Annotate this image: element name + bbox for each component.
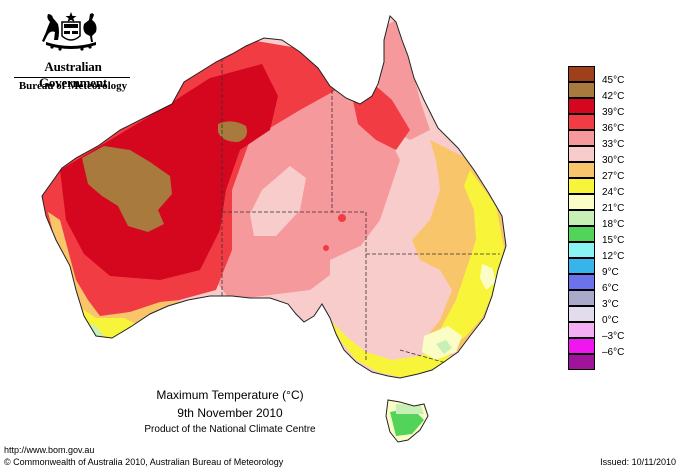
footer-copyright: © Commonwealth of Australia 2010, Austra… bbox=[4, 457, 284, 467]
legend-label: 0°C bbox=[602, 315, 619, 326]
legend-row: 6°C bbox=[568, 274, 658, 294]
legend-label: 33°C bbox=[602, 139, 625, 150]
legend-label: 12°C bbox=[602, 251, 625, 262]
footer-issued: Issued: 10/11/2010 bbox=[600, 457, 676, 467]
legend-row: 36°C bbox=[568, 114, 658, 134]
legend-row: 27°C bbox=[568, 162, 658, 182]
map-product: Product of the National Climate Centre bbox=[144, 424, 316, 435]
legend-swatch bbox=[568, 226, 595, 242]
legend-row: 0°C bbox=[568, 306, 658, 326]
legend-swatch bbox=[568, 210, 595, 226]
map-title: Maximum Temperature (°C) bbox=[156, 388, 304, 402]
legend-swatch bbox=[568, 162, 595, 178]
temp-band-30-sa bbox=[330, 246, 384, 320]
legend-label: 9°C bbox=[602, 267, 619, 278]
legend-swatch bbox=[568, 194, 595, 210]
legend-swatch bbox=[568, 146, 595, 162]
header-divider bbox=[14, 77, 130, 78]
legend-label: –6°C bbox=[602, 347, 625, 358]
legend-label: 18°C bbox=[602, 219, 625, 230]
legend-label: 42°C bbox=[602, 91, 625, 102]
legend-swatch bbox=[568, 338, 595, 354]
legend-label: 30°C bbox=[602, 155, 625, 166]
legend-label: 24°C bbox=[602, 187, 625, 198]
legend-label: 6°C bbox=[602, 283, 619, 294]
legend-swatch bbox=[568, 98, 595, 114]
legend-swatch bbox=[568, 242, 595, 258]
temp-band-24-south bbox=[330, 320, 452, 378]
legend-row: 12°C bbox=[568, 242, 658, 262]
legend-label: 15°C bbox=[602, 235, 625, 246]
australia-temperature-map bbox=[41, 15, 507, 443]
commonwealth-coat-of-arms-icon bbox=[42, 12, 97, 51]
legend-row: 9°C bbox=[568, 258, 658, 278]
legend-row: –6°C bbox=[568, 338, 658, 358]
legend-swatch bbox=[568, 66, 595, 82]
tas-band-15 bbox=[390, 408, 424, 436]
temp-band-24-east bbox=[440, 170, 504, 350]
temp-band-21-ranges bbox=[480, 264, 496, 290]
legend-swatch bbox=[568, 322, 595, 338]
legend-swatch bbox=[568, 178, 595, 194]
legend-row: 21°C bbox=[568, 194, 658, 214]
temp-spot-36-b bbox=[323, 245, 329, 251]
legend-row: 18°C bbox=[568, 210, 658, 230]
legend-swatch bbox=[568, 274, 595, 290]
temp-band-36-gulf bbox=[352, 86, 410, 150]
legend-row: 42°C bbox=[568, 82, 658, 102]
legend-swatch bbox=[568, 354, 595, 370]
legend-row: 39°C bbox=[568, 98, 658, 118]
legend-row: –3°C bbox=[568, 322, 658, 342]
legend-label: 27°C bbox=[602, 171, 625, 182]
legend-row: 45°C bbox=[568, 66, 658, 86]
legend-swatch bbox=[568, 290, 595, 306]
legend-row: 3°C bbox=[568, 290, 658, 310]
temp-band-30-interior bbox=[250, 166, 306, 236]
legend-swatch bbox=[568, 82, 595, 98]
tas-band-18 bbox=[396, 404, 424, 414]
legend-row: 15°C bbox=[568, 226, 658, 246]
legend-row: 24°C bbox=[568, 178, 658, 198]
map-date: 9th November 2010 bbox=[177, 406, 283, 420]
temp-spot-36 bbox=[338, 214, 346, 222]
legend-row bbox=[568, 354, 658, 370]
legend-row: 30°C bbox=[568, 146, 658, 166]
footer-url[interactable]: http://www.bom.gov.au bbox=[4, 445, 95, 455]
legend-label: 39°C bbox=[602, 107, 625, 118]
legend-row: 33°C bbox=[568, 130, 658, 150]
legend-label: 45°C bbox=[602, 75, 625, 86]
temp-band-18-alps bbox=[436, 340, 452, 354]
legend-label: 21°C bbox=[602, 203, 625, 214]
bureau-name: Bureau of Meteorology bbox=[18, 80, 128, 92]
legend-label: 3°C bbox=[602, 299, 619, 310]
tasmania-coastline bbox=[385, 399, 429, 443]
temp-band-39 bbox=[60, 64, 278, 280]
legend-swatch bbox=[568, 130, 595, 146]
temp-band-42 bbox=[82, 146, 172, 232]
legend-label: –3°C bbox=[602, 331, 625, 342]
temp-band-42-kimberley bbox=[218, 121, 247, 142]
government-name: Australian Government bbox=[38, 59, 108, 90]
legend-label: 36°C bbox=[602, 123, 625, 134]
border-nsw-vic bbox=[399, 349, 451, 365]
legend-swatch bbox=[568, 306, 595, 322]
legend-swatch bbox=[568, 114, 595, 130]
legend-swatch bbox=[568, 258, 595, 274]
